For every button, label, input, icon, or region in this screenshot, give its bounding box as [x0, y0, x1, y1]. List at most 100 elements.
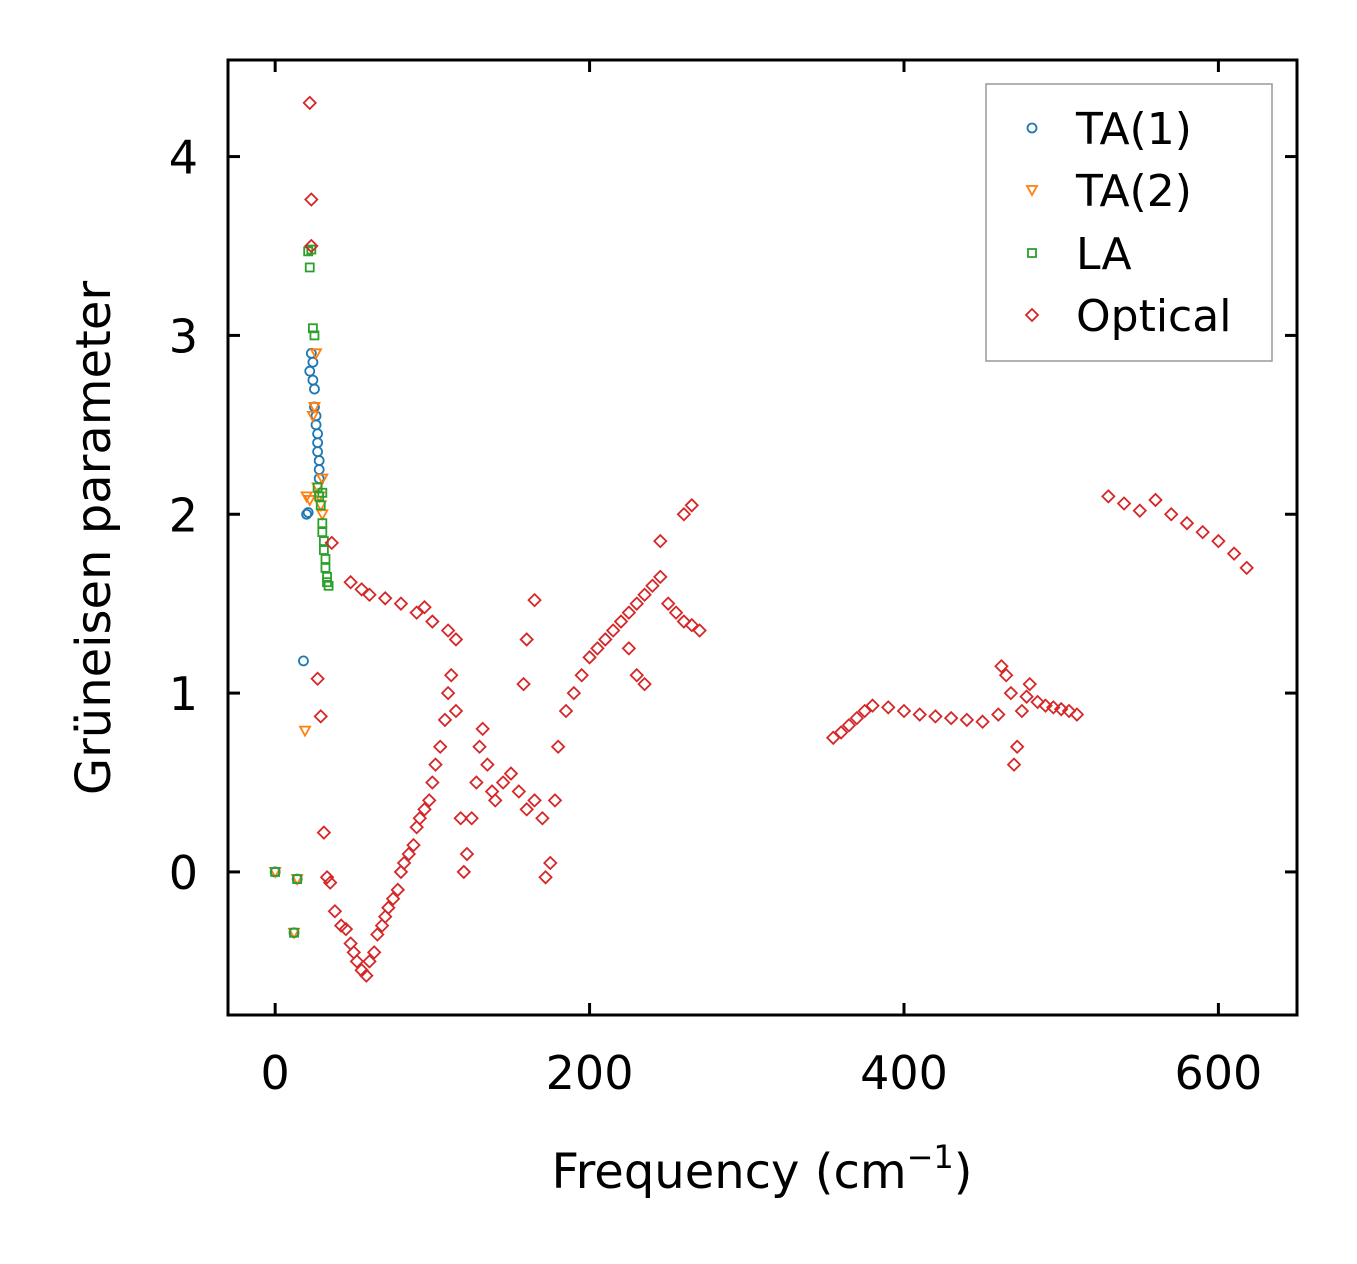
- data-point: [440, 685, 456, 701]
- data-point: [362, 587, 377, 603]
- data-point: [377, 591, 393, 606]
- data-point: [401, 846, 417, 862]
- data-point: [865, 698, 880, 713]
- legend-marker: [1025, 185, 1039, 197]
- data-point: [480, 757, 495, 772]
- data-point: [1163, 506, 1179, 522]
- x-axis-label: Frequency (cm−1): [551, 1138, 972, 1200]
- data-point: [323, 580, 334, 591]
- data-point: [849, 710, 865, 726]
- data-point: [684, 617, 700, 633]
- data-point: [1239, 560, 1254, 576]
- data-point: [574, 667, 589, 683]
- data-point: [448, 632, 464, 647]
- data-point: [566, 685, 582, 701]
- data-point: [303, 495, 317, 507]
- data-point: [613, 614, 629, 629]
- data-point: [653, 569, 668, 585]
- data-point: [319, 870, 335, 885]
- data-point: [542, 855, 558, 871]
- data-point: [317, 518, 328, 529]
- data-point: [1019, 689, 1034, 704]
- legend-markers: [1024, 122, 1040, 323]
- data-point: [1195, 524, 1210, 540]
- data-point: [306, 410, 320, 423]
- data-point: [668, 605, 684, 620]
- data-point: [366, 945, 382, 960]
- data-point: [302, 507, 314, 518]
- series-la: [270, 244, 334, 938]
- legend-marker: [1024, 307, 1040, 323]
- data-point: [417, 599, 432, 615]
- data-point: [307, 356, 319, 368]
- data-point: [475, 721, 490, 737]
- data-point: [320, 554, 331, 564]
- data-point: [310, 671, 325, 687]
- data-point: [349, 954, 365, 969]
- legend-marker: [1026, 122, 1038, 134]
- data-point: [456, 864, 472, 880]
- y-tick-label: 4: [169, 131, 198, 185]
- data-point: [998, 667, 1014, 683]
- y-tick-label: 3: [169, 309, 198, 363]
- data-point: [495, 775, 511, 790]
- data-point: [393, 596, 409, 611]
- data-point: [928, 709, 943, 724]
- data-point: [381, 900, 396, 915]
- plot-frame: [226, 58, 1299, 1017]
- x-axis-label-main: Frequency (cm: [551, 1144, 906, 1200]
- data-point: [338, 921, 354, 937]
- data-point: [841, 718, 857, 733]
- data-point: [1116, 496, 1132, 511]
- data-point: [975, 714, 990, 729]
- data-point: [317, 527, 328, 538]
- data-point: [396, 855, 412, 871]
- data-point: [896, 703, 912, 719]
- data-point: [343, 574, 358, 590]
- data-point: [558, 703, 574, 719]
- data-point: [472, 739, 487, 755]
- legend-label-la: LA: [1076, 229, 1132, 280]
- data-point: [1003, 685, 1019, 701]
- data-point: [645, 578, 660, 594]
- data-point: [629, 596, 645, 611]
- data-point: [428, 757, 443, 772]
- data-point: [327, 904, 343, 919]
- data-point: [637, 676, 652, 692]
- data-point: [316, 825, 332, 840]
- data-point: [312, 437, 324, 449]
- x-tick-label: 400: [860, 1046, 948, 1100]
- data-point: [605, 623, 621, 638]
- x-tick-label: 600: [1174, 1046, 1262, 1100]
- data-point: [421, 793, 437, 808]
- data-point: [270, 867, 281, 877]
- x-tick-label: 200: [546, 1046, 634, 1100]
- data-point: [307, 402, 321, 414]
- data-point: [362, 954, 377, 969]
- data-point: [309, 383, 320, 395]
- axis-ticks: 0 200 400 600 0 1 2 3 4: [169, 60, 1297, 1100]
- data-point: [535, 811, 550, 826]
- data-point: [324, 535, 340, 551]
- series-optical: [302, 95, 1254, 983]
- data-point: [409, 819, 424, 835]
- data-point: [516, 676, 531, 692]
- data-point: [313, 455, 325, 466]
- data-point: [994, 658, 1009, 674]
- data-point: [304, 238, 319, 254]
- y-tick-label: 0: [169, 846, 198, 900]
- data-point: [880, 700, 896, 715]
- data-point: [390, 882, 406, 898]
- data-point: [313, 464, 325, 475]
- data-point: [322, 875, 338, 890]
- data-point: [1179, 515, 1195, 531]
- data-point: [425, 775, 440, 790]
- x-axis-label-superscript: −1: [907, 1138, 954, 1176]
- data-point: [304, 192, 319, 207]
- data-point: [1022, 676, 1038, 692]
- data-point: [309, 330, 320, 341]
- data-point: [469, 775, 484, 790]
- data-point: [1006, 757, 1022, 772]
- data-point: [443, 667, 459, 683]
- y-axis-label: Grüneisen parameter: [66, 281, 122, 796]
